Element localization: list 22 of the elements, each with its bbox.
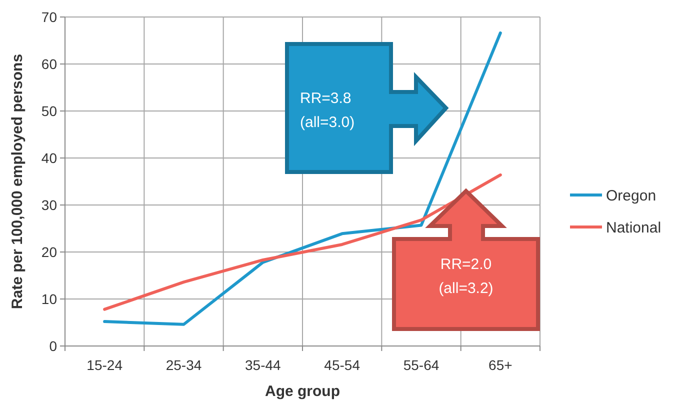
- x-tick-label: 35-44: [245, 357, 282, 373]
- line-series: [103, 31, 502, 326]
- y-tick-label: 20: [41, 244, 58, 260]
- legend-label: Oregon: [606, 187, 656, 204]
- x-axis-title: Age group: [265, 383, 340, 400]
- y-tick-label: 0: [49, 338, 58, 354]
- y-tick-label: 30: [41, 196, 58, 213]
- x-tick-label: 55-64: [403, 357, 440, 373]
- x-tick-label: 25-34: [166, 357, 202, 373]
- annotation: RR=2.0 (all=3.2): [438, 256, 494, 297]
- annotation: RR=3.8 (all=3.0): [300, 90, 355, 131]
- x-tick-label: 15-24: [86, 357, 123, 373]
- y-tick-label: 70: [41, 8, 58, 25]
- y-axis-title: Rate per 100,000 employed persons: [9, 54, 26, 310]
- y-tick-label: 60: [41, 56, 58, 72]
- y-tick-label: 40: [41, 150, 58, 166]
- legend-label: National: [606, 219, 662, 236]
- y-tick-label: 10: [41, 290, 58, 307]
- x-tick-label: 45-54: [324, 357, 360, 373]
- y-tick-label: 50: [41, 102, 58, 119]
- line-series: [103, 173, 502, 311]
- x-tick-label: 65+: [488, 357, 512, 373]
